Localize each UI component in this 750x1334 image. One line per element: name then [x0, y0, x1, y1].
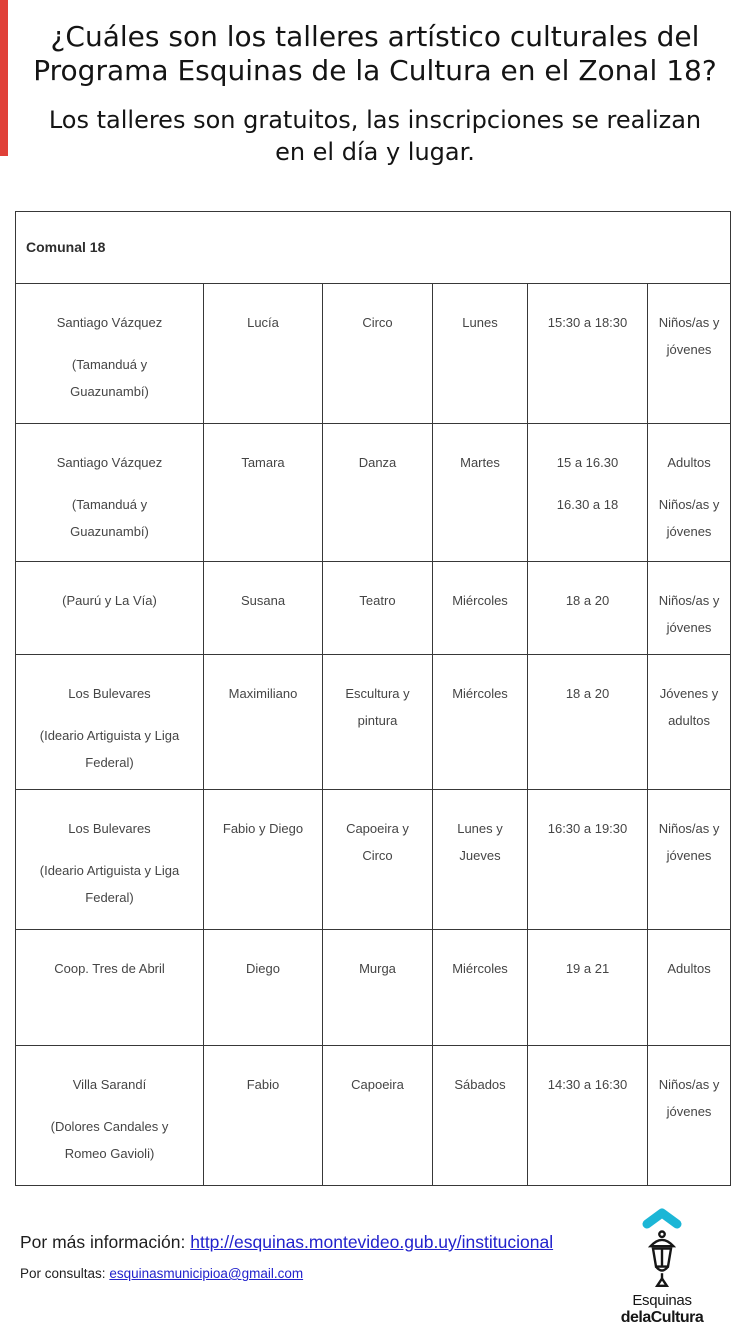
cell-teacher: Susana — [203, 561, 323, 655]
cell-time: 19 a 21 — [527, 929, 648, 1046]
logo-text-line1: Esquinas — [632, 1292, 692, 1309]
schedule-table: Comunal 18 Santiago Vázquez (Tamanduá y … — [14, 211, 732, 1186]
cell-workshop: Capoeira — [322, 1045, 433, 1186]
cell-location: Los Bulevares (Ideario Artiguista y Liga… — [15, 789, 204, 930]
cell-time: 14:30 a 16:30 — [527, 1045, 648, 1186]
cell-day: Sábados — [432, 1045, 528, 1186]
cell-workshop: Danza — [322, 423, 433, 562]
table-row: Santiago Vázquez (Tamanduá y Guazunambí)… — [15, 423, 732, 562]
esquinas-logo: Esquinas delaCultura — [612, 1207, 712, 1326]
cell-audience: Niños/as y jóvenes — [646, 789, 732, 930]
cell-teacher: Maximiliano — [203, 654, 323, 790]
cell-workshop: Murga — [322, 929, 433, 1046]
cell-audience: Niños/as y jóvenes — [646, 283, 732, 424]
info-link[interactable]: http://esquinas.montevideo.gub.uy/instit… — [190, 1232, 554, 1252]
table-row: Los Bulevares (Ideario Artiguista y Liga… — [15, 654, 732, 790]
table-row: Villa Sarandí (Dolores Candales y Romeo … — [15, 1045, 732, 1186]
cell-audience: Niños/as y jóvenes — [646, 1045, 732, 1186]
cell-location: Santiago Vázquez (Tamanduá y Guazunambí) — [15, 283, 204, 424]
location-detail: (Tamanduá y Guazunambí) — [70, 497, 149, 539]
cell-audience: Jóvenes y adultos — [646, 654, 732, 790]
cell-day: Lunes y Jueves — [432, 789, 528, 930]
cell-location: Santiago Vázquez (Tamanduá y Guazunambí) — [15, 423, 204, 562]
cell-teacher: Diego — [203, 929, 323, 1046]
location-detail: (Tamanduá y Guazunambí) — [70, 357, 149, 399]
cell-time: 18 a 20 — [527, 561, 648, 655]
table-section-header: Comunal 18 — [14, 211, 732, 284]
roof-chevron-icon — [642, 1208, 682, 1229]
footer: Por más información: http://esquinas.mon… — [20, 1232, 610, 1281]
table-row: Coop. Tres de Abril Diego Murga Miércole… — [15, 929, 732, 1046]
cell-workshop: Circo — [322, 283, 433, 424]
cell-day: Miércoles — [432, 929, 528, 1046]
red-accent-bar — [0, 0, 8, 156]
page-subtitle-line1: Los talleres son gratuitos, las inscripc… — [48, 106, 702, 134]
location-name: Los Bulevares — [68, 821, 151, 836]
cell-location: Coop. Tres de Abril — [15, 929, 204, 1046]
page-title-line2: Programa Esquinas de la Cultura en el Zo… — [33, 54, 717, 87]
cell-teacher: Fabio — [203, 1045, 323, 1186]
cell-location: Villa Sarandí (Dolores Candales y Romeo … — [15, 1045, 204, 1186]
cell-teacher: Lucía — [203, 283, 323, 424]
cell-teacher: Fabio y Diego — [203, 789, 323, 930]
page-subtitle-line2: en el día y lugar. — [275, 138, 475, 166]
cell-time: 15 a 16.30 16.30 a 18 — [527, 423, 648, 562]
email-link[interactable]: esquinasmunicipioa@gmail.com — [109, 1266, 304, 1281]
cell-audience: Niños/as y jóvenes — [646, 561, 732, 655]
cell-audience: Adultos — [646, 929, 732, 1046]
cell-location: (Paurú y La Vía) — [15, 561, 204, 655]
cell-workshop: Escultura y pintura — [322, 654, 433, 790]
location-detail: (Ideario Artiguista y Liga Federal) — [39, 863, 180, 905]
table-section-header-row: Comunal 18 — [14, 211, 732, 284]
location-name: Santiago Vázquez — [56, 315, 163, 330]
cell-day: Martes — [432, 423, 528, 562]
cell-workshop: Teatro — [322, 561, 433, 655]
street-lamp-icon — [647, 1230, 677, 1287]
contact-line: Por consultas: esquinasmunicipioa@gmail.… — [20, 1266, 610, 1281]
location-name: Villa Sarandí — [72, 1077, 147, 1092]
cell-time: 18 a 20 — [527, 654, 648, 790]
cell-time: 16:30 a 19:30 — [527, 789, 648, 930]
cell-teacher: Tamara — [203, 423, 323, 562]
contact-label: Por consultas: — [20, 1266, 106, 1281]
info-line: Por más información: http://esquinas.mon… — [20, 1232, 610, 1253]
cell-workshop: Capoeira y Circo — [322, 789, 433, 930]
location-detail: (Dolores Candales y Romeo Gavioli) — [50, 1119, 169, 1161]
cell-location: Los Bulevares (Ideario Artiguista y Liga… — [15, 654, 204, 790]
cell-day: Miércoles — [432, 654, 528, 790]
cell-day: Lunes — [432, 283, 528, 424]
location-name: Los Bulevares — [68, 686, 151, 701]
table-row: (Paurú y La Vía) Susana Teatro Miércoles… — [15, 561, 732, 655]
location-name: (Paurú y La Vía) — [62, 593, 157, 608]
logo-text-line2: delaCultura — [620, 1309, 704, 1326]
page-subtitle: Los talleres son gratuitos, las inscripc… — [15, 104, 735, 168]
cell-day: Miércoles — [432, 561, 528, 655]
cell-time: 15:30 a 18:30 — [527, 283, 648, 424]
location-name: Coop. Tres de Abril — [54, 961, 165, 976]
location-detail: (Ideario Artiguista y Liga Federal) — [39, 728, 180, 770]
cell-audience: Adultos Niños/as y jóvenes — [646, 423, 732, 562]
page-title-line1: ¿Cuáles son los talleres artístico cultu… — [50, 20, 700, 53]
table-row: Los Bulevares (Ideario Artiguista y Liga… — [15, 789, 732, 930]
page-title: ¿Cuáles son los talleres artístico cultu… — [15, 0, 735, 88]
table-row: Santiago Vázquez (Tamanduá y Guazunambí)… — [15, 283, 732, 424]
location-name: Santiago Vázquez — [56, 455, 163, 470]
info-label: Por más información: — [20, 1232, 186, 1252]
